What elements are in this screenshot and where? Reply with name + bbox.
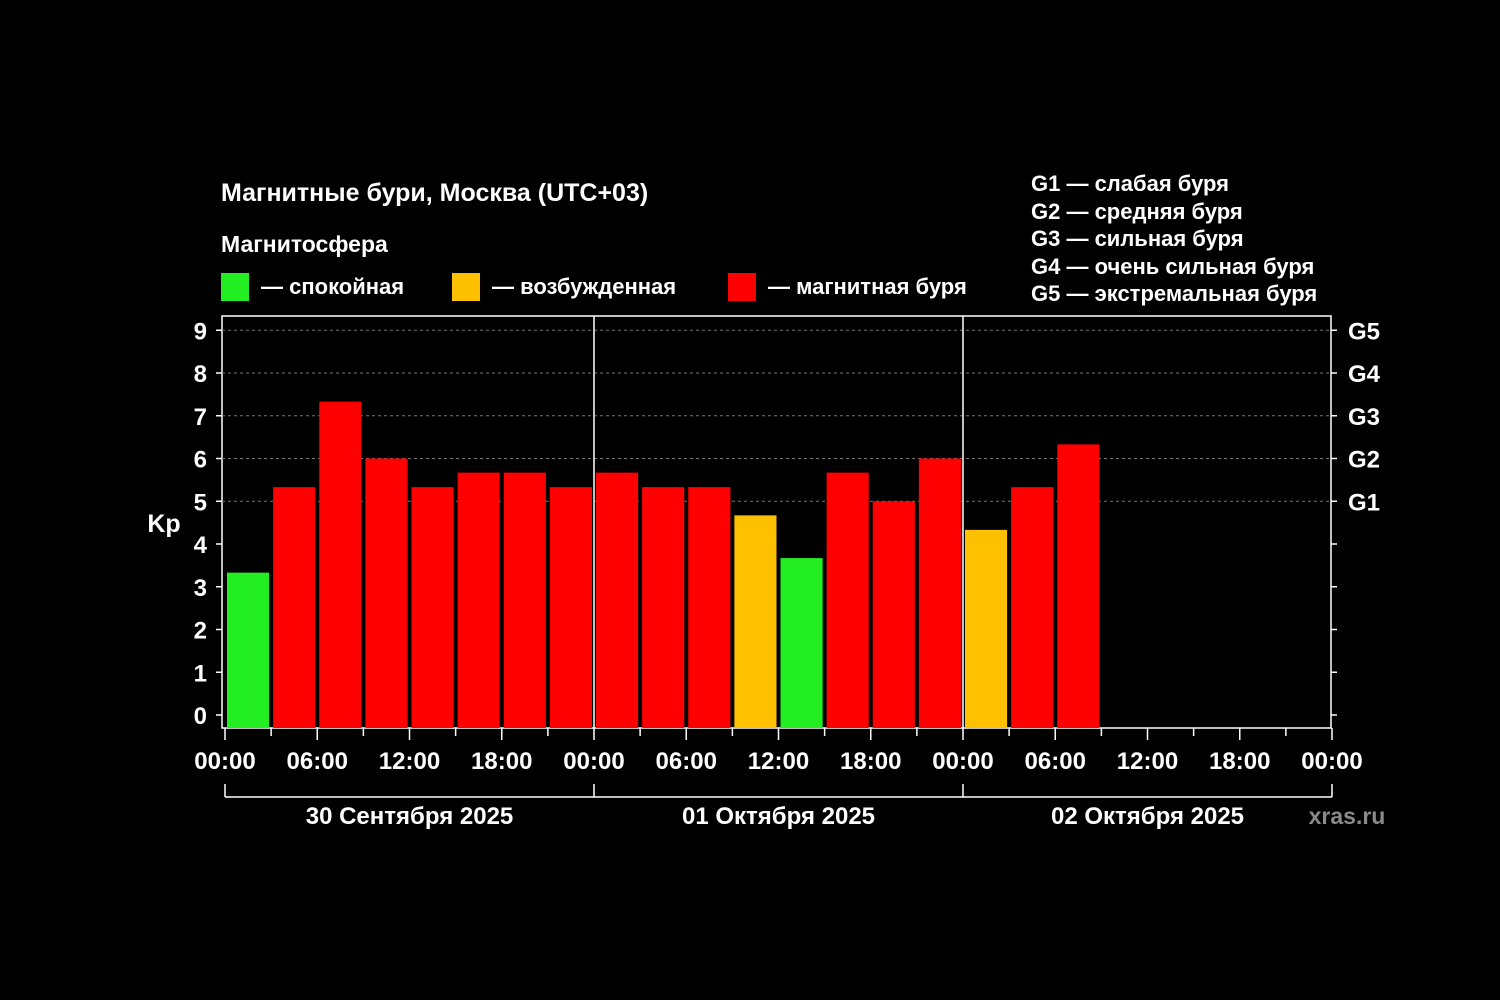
day-label: 01 Октября 2025 [682, 803, 875, 830]
y-tick-label: 9 [194, 318, 207, 345]
plot-area: 0 1 2 3 4 5 6 7 8 9 G1 G2 G3 G4 G5 00:00 06:00 12:00 18:00… [194, 315, 1381, 830]
y-tick-label: 2 [194, 618, 207, 645]
x-tick-label: 12:00 [748, 748, 809, 775]
kp-bar [1057, 444, 1100, 728]
kp-bar [549, 487, 592, 728]
kp-bar [457, 472, 500, 728]
x-tick-label: 18:00 [471, 748, 532, 775]
g-level-label: G5 [1348, 318, 1380, 345]
legend: — спокойная — возбужденная — магнитная б… [221, 273, 967, 301]
kp-bar [365, 458, 408, 728]
x-tick-label: 18:00 [840, 748, 901, 775]
x-tick-label: 06:00 [287, 748, 348, 775]
x-tick-label: 00:00 [932, 748, 993, 775]
y-tick-label: 5 [194, 489, 207, 516]
kp-bar [734, 515, 777, 728]
y-axis-label: Kp [147, 510, 180, 538]
x-tick-label: 00:00 [563, 748, 624, 775]
g-level-label: G2 [1348, 447, 1380, 474]
x-tick-label: 18:00 [1209, 748, 1270, 775]
y-tick-label: 6 [194, 447, 207, 474]
kp-bar [411, 487, 454, 728]
g-scale-item-g2: G2 — средняя буря [1031, 199, 1243, 224]
kp-bar [872, 501, 915, 728]
legend-label-storm: — магнитная буря [768, 274, 967, 299]
kp-bar [596, 472, 639, 728]
x-tick-label: 00:00 [1301, 748, 1362, 775]
legend-swatch-storm [728, 273, 756, 301]
kp-bar [503, 472, 546, 728]
kp-bar [1011, 487, 1054, 728]
y-tick-label: 3 [194, 575, 207, 602]
legend-heading: Магнитосфера [221, 231, 388, 257]
g-scale-item-g5: G5 — экстремальная буря [1031, 281, 1317, 306]
legend-label-excited: — возбужденная [492, 274, 676, 299]
x-tick-label: 12:00 [1117, 748, 1178, 775]
g-level-label: G4 [1348, 361, 1381, 388]
kp-bar [688, 487, 731, 728]
kp-bar [642, 487, 685, 728]
legend-swatch-excited [452, 273, 480, 301]
kp-bar [273, 487, 316, 728]
y-tick-label: 7 [194, 404, 207, 431]
y-tick-label: 4 [194, 532, 208, 559]
x-tick-label: 06:00 [656, 748, 717, 775]
day-label: 30 Сентября 2025 [306, 803, 514, 830]
g-scale-item-g1: G1 — слабая буря [1031, 171, 1229, 196]
g-scale-item-g4: G4 — очень сильная буря [1031, 254, 1314, 279]
chart-title: Магнитные бури, Москва (UTC+03) [221, 179, 648, 207]
g-level-label: G3 [1348, 404, 1380, 431]
x-tick-label: 00:00 [194, 748, 255, 775]
kp-bar [965, 529, 1008, 728]
g-level-label: G1 [1348, 489, 1380, 516]
kp-bar [319, 401, 362, 728]
kp-bar [780, 558, 823, 728]
x-tick-label: 12:00 [379, 748, 440, 775]
legend-label-quiet: — спокойная [261, 274, 404, 299]
y-tick-label: 8 [194, 361, 207, 388]
g-scale-item-g3: G3 — сильная буря [1031, 226, 1244, 251]
watermark: xras.ru [1309, 803, 1386, 829]
kp-bar [826, 472, 869, 728]
y-tick-label: 0 [194, 703, 207, 730]
kp-bar [918, 458, 961, 728]
g-scale-list: G1 — слабая буря G2 — средняя буря G3 — … [1031, 171, 1317, 306]
legend-swatch-quiet [221, 273, 249, 301]
kp-bar [227, 572, 270, 728]
y-tick-label: 1 [194, 660, 207, 687]
day-label: 02 Октября 2025 [1051, 803, 1244, 830]
x-tick-label: 06:00 [1025, 748, 1086, 775]
